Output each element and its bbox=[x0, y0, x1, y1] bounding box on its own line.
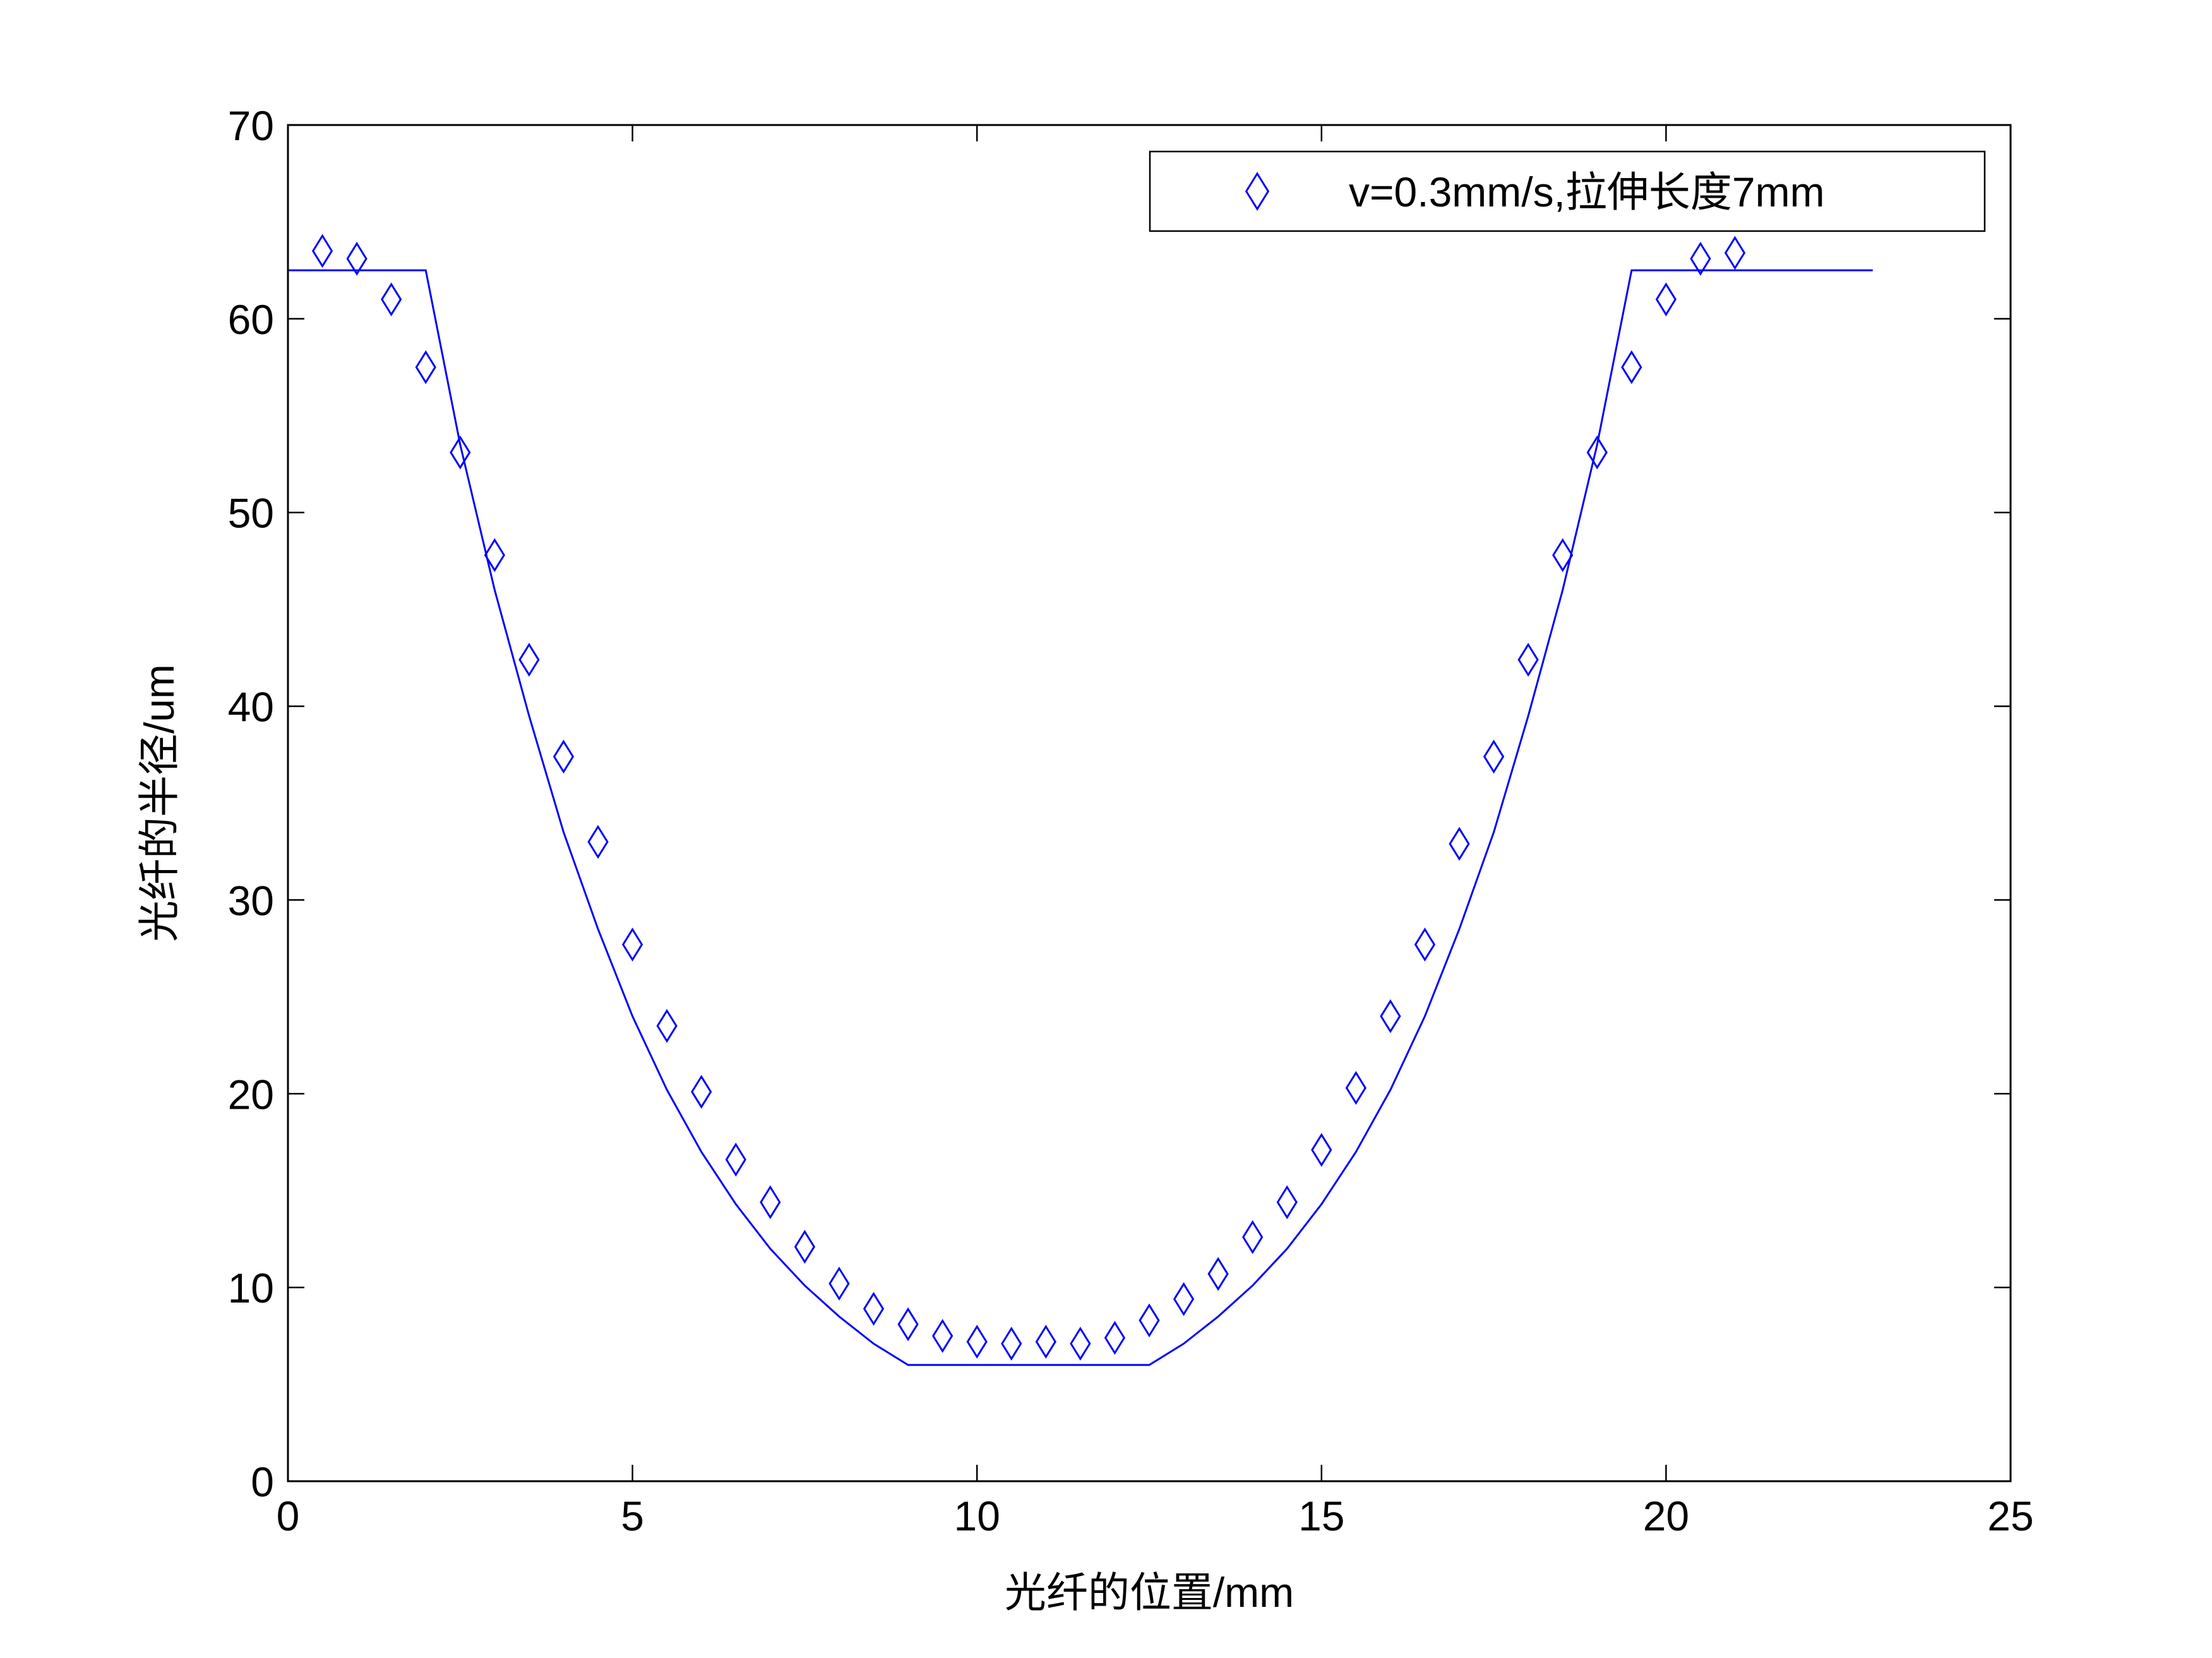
data-point bbox=[1380, 999, 1401, 1034]
data-point bbox=[311, 234, 333, 268]
data-point bbox=[1207, 1256, 1229, 1291]
data-point bbox=[1345, 1071, 1367, 1105]
data-point bbox=[1655, 282, 1677, 317]
data-point bbox=[1690, 241, 1711, 276]
data-point bbox=[1517, 643, 1539, 677]
data-point bbox=[1449, 826, 1470, 861]
data-point bbox=[518, 643, 540, 677]
data-point bbox=[621, 927, 643, 962]
data-point bbox=[450, 435, 471, 470]
data-point bbox=[1001, 1327, 1022, 1361]
data-point bbox=[897, 1307, 919, 1342]
data-point bbox=[587, 825, 609, 859]
data-point bbox=[1070, 1327, 1091, 1361]
plot-frame bbox=[287, 124, 2012, 1482]
data-point bbox=[1621, 350, 1642, 385]
data-point bbox=[1724, 236, 1746, 270]
y-tick-label: 20 bbox=[228, 1071, 274, 1118]
x-axis-label: 光纤的位置/mm bbox=[1005, 1569, 1294, 1616]
y-tick-label: 50 bbox=[228, 490, 274, 537]
data-point bbox=[1414, 927, 1436, 962]
data-line bbox=[288, 269, 1873, 1366]
x-tick-label: 0 bbox=[277, 1493, 300, 1539]
y-tick-label: 30 bbox=[228, 877, 274, 924]
data-point bbox=[1139, 1303, 1160, 1338]
data-point bbox=[415, 350, 436, 385]
data-point bbox=[760, 1185, 781, 1219]
x-tick-label: 10 bbox=[954, 1493, 1000, 1539]
y-tick-label: 40 bbox=[228, 684, 274, 731]
x-tick-label: 15 bbox=[1298, 1493, 1344, 1539]
data-point bbox=[863, 1292, 885, 1326]
data-point bbox=[346, 241, 368, 276]
legend-label: v=0.3mm/s,拉伸长度7mm bbox=[1349, 169, 1825, 215]
data-point bbox=[966, 1325, 988, 1359]
data-point bbox=[1242, 1220, 1264, 1255]
x-tick-label: 25 bbox=[1987, 1493, 2033, 1539]
data-point bbox=[656, 1009, 678, 1043]
data-point bbox=[828, 1267, 850, 1301]
data-point bbox=[1104, 1321, 1126, 1355]
data-point bbox=[725, 1142, 746, 1177]
data-point bbox=[1173, 1282, 1195, 1316]
x-tick-label: 5 bbox=[621, 1493, 644, 1539]
legend-marker bbox=[1245, 172, 1270, 211]
plot-area bbox=[288, 125, 2011, 1481]
legend-box bbox=[1149, 150, 1986, 232]
y-axis-label: 光纤的半径/um bbox=[136, 664, 182, 942]
y-tick-label: 70 bbox=[228, 102, 274, 149]
data-point bbox=[691, 1075, 712, 1109]
y-tick-label: 0 bbox=[251, 1458, 274, 1505]
data-point bbox=[1483, 739, 1505, 774]
y-tick-label: 60 bbox=[228, 296, 274, 343]
data-point bbox=[381, 282, 402, 317]
data-point bbox=[1035, 1325, 1056, 1359]
data-point bbox=[794, 1229, 816, 1264]
data-point bbox=[1276, 1185, 1298, 1219]
data-point bbox=[1586, 435, 1608, 470]
y-tick-label: 10 bbox=[228, 1265, 274, 1311]
data-point bbox=[1311, 1133, 1332, 1167]
x-tick-label: 20 bbox=[1643, 1493, 1689, 1539]
data-point bbox=[553, 739, 575, 774]
data-point bbox=[484, 538, 506, 573]
data-point bbox=[931, 1319, 954, 1353]
data-point bbox=[1552, 538, 1574, 573]
